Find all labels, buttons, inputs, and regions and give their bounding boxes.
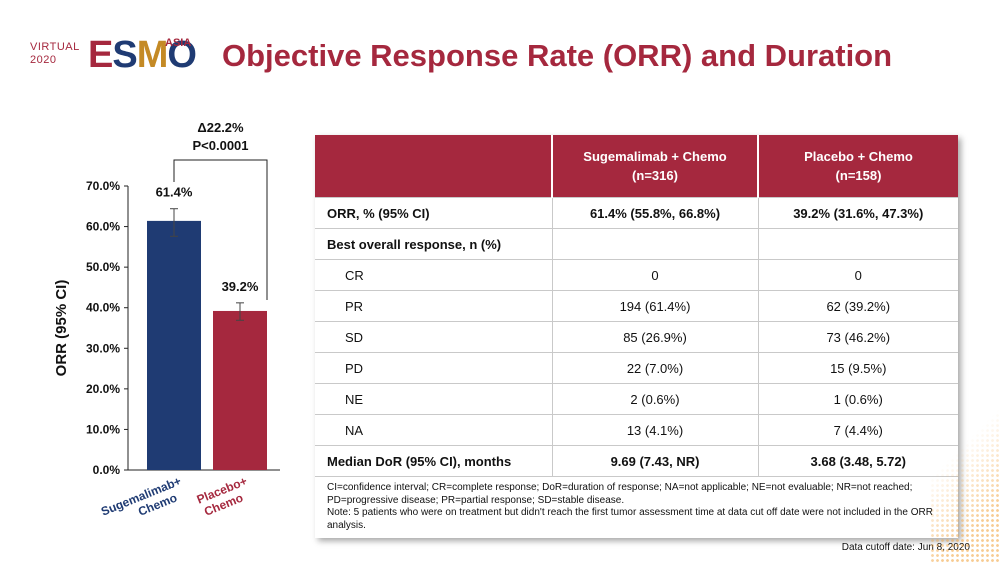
response-table: Sugemalimab + Chemo (n=316) Placebo + Che… [315,135,958,538]
table-row: PD 22 (7.0%) 15 (9.5%) [315,352,958,384]
row-label: Median DoR (95% CI), months [315,445,552,477]
table-row: CR 0 0 [315,259,958,291]
bar-value-label: 39.2% [222,279,259,294]
placebo-value [757,228,958,260]
table-header-sugemalimab: Sugemalimab + Chemo (n=316) [551,135,758,198]
table-footnote-row: CI=confidence interval; CR=complete resp… [315,476,958,538]
data-cutoff-date: Data cutoff date: Jun 8, 2020 [841,542,970,553]
sugemalimab-value: 9.69 (7.43, NR) [551,445,758,477]
bar [147,220,201,470]
footnote-note: Note: 5 patients who were on treatment b… [327,507,933,531]
sugemalimab-value: 194 (61.4%) [551,290,758,322]
table-row: PR 194 (61.4%) 62 (39.2%) [315,290,958,322]
table-row: SD 85 (26.9%) 73 (46.2%) [315,321,958,353]
y-tick-label: 50.0% [86,260,120,274]
row-label: ORR, % (95% CI) [315,197,552,229]
table-row: Best overall response, n (%) [315,228,958,260]
row-label: NE [315,383,552,415]
y-tick-label: 70.0% [86,179,120,193]
placebo-value: 7 (4.4%) [757,414,958,446]
table-header-placebo: Placebo + Chemo (n=158) [757,135,958,198]
x-category-label: Placebo+Chemo [195,474,255,520]
y-axis-label: ORR (95% CI) [53,280,70,377]
sugemalimab-value: 22 (7.0%) [551,352,758,384]
table-row: ORR, % (95% CI) 61.4% (55.8%, 66.8%) 39.… [315,197,958,229]
placebo-value: 3.68 (3.48, 5.72) [757,445,958,477]
bar [213,310,267,470]
table-footnote: CI=confidence interval; CR=complete resp… [315,476,958,538]
y-tick-label: 10.0% [86,422,120,436]
y-tick-label: 40.0% [86,301,120,315]
placebo-value: 62 (39.2%) [757,290,958,322]
y-tick-label: 30.0% [86,341,120,355]
row-label: NA [315,414,552,446]
placebo-value: 73 (46.2%) [757,321,958,353]
row-label: PD [315,352,552,384]
table-header-empty [315,135,552,198]
y-tick-label: 0.0% [93,463,121,477]
sugemalimab-value: 2 (0.6%) [551,383,758,415]
y-tick-label: 20.0% [86,382,120,396]
row-label: SD [315,321,552,353]
placebo-value: 15 (9.5%) [757,352,958,384]
sugemalimab-value: 85 (26.9%) [551,321,758,353]
logo-virtual-text: VIRTUAL 2020 [30,41,80,66]
significance-bracket [173,159,268,300]
slide-title: Objective Response Rate (ORR) and Durati… [222,38,893,73]
orr-bar-chart: 0.0% 10.0% 20.0% 30.0% 40.0% 50.0% 60.0% 70.0% O… [53,120,280,532]
x-category-label: Sugemalimab+Chemo [99,474,188,532]
p-value-annotation: P<0.0001 [192,138,248,153]
delta-annotation: Δ22.2% [197,120,244,135]
placebo-value: 39.2% (31.6%, 47.3%) [757,197,958,229]
sugemalimab-value: 0 [551,259,758,291]
sugemalimab-value: 13 (4.1%) [551,414,758,446]
logo-esmo-wordmark: ESMO [88,34,197,76]
row-label: CR [315,259,552,291]
y-tick-label: 60.0% [86,220,120,234]
sugemalimab-value [551,228,758,260]
decorative-dot-pattern [930,393,1000,563]
placebo-value: 0 [757,259,958,291]
row-label: Best overall response, n (%) [315,228,552,260]
table-row: NA 13 (4.1%) 7 (4.4%) [315,414,958,446]
placebo-value: 1 (0.6%) [757,383,958,415]
row-label: PR [315,290,552,322]
table-row: NE 2 (0.6%) 1 (0.6%) [315,383,958,415]
logo-asia-text: ASIA [165,37,192,49]
footnote-abbreviations: CI=confidence interval; CR=complete resp… [327,482,913,506]
bar-value-label: 61.4% [156,185,193,200]
table-row: Median DoR (95% CI), months 9.69 (7.43, … [315,445,958,477]
sugemalimab-value: 61.4% (55.8%, 66.8%) [551,197,758,229]
